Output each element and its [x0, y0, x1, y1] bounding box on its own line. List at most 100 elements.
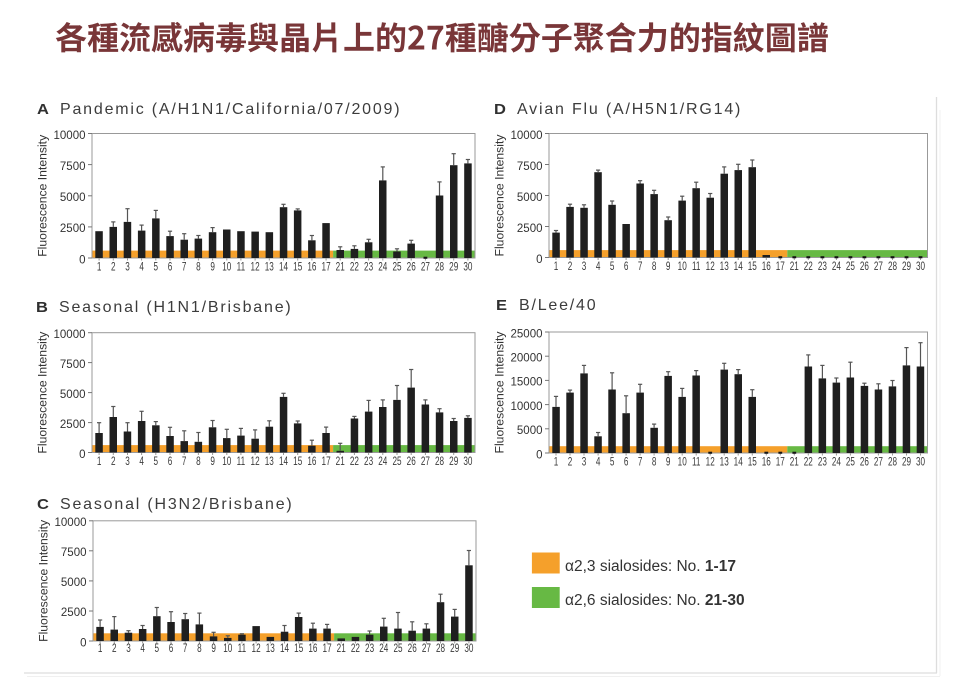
svg-text:15: 15: [293, 456, 302, 469]
svg-text:E: E: [496, 298, 507, 314]
svg-text:2500: 2500: [517, 223, 543, 235]
svg-text:2: 2: [112, 643, 117, 656]
svg-text:7: 7: [638, 456, 643, 469]
svg-text:3: 3: [125, 456, 130, 469]
svg-text:0: 0: [80, 637, 86, 649]
svg-text:9: 9: [210, 261, 215, 274]
svg-text:13: 13: [266, 643, 275, 656]
svg-text:14: 14: [734, 456, 743, 469]
svg-text:5: 5: [610, 261, 615, 274]
svg-text:17: 17: [322, 261, 331, 274]
svg-text:17: 17: [776, 261, 785, 274]
svg-text:30: 30: [464, 643, 473, 656]
svg-text:Fluorescence Intensity: Fluorescence Intensity: [493, 134, 507, 257]
svg-text:4: 4: [139, 261, 144, 274]
svg-text:26: 26: [860, 456, 869, 469]
svg-text:α2,3 sialosides: No. 1-17: α2,3 sialosides: No. 1-17: [565, 558, 736, 575]
svg-text:Fluorescence Intensity: Fluorescence Intensity: [37, 519, 51, 642]
svg-text:11: 11: [238, 643, 247, 656]
svg-text:23: 23: [365, 643, 374, 656]
svg-text:5000: 5000: [61, 577, 87, 589]
svg-text:8: 8: [652, 261, 657, 274]
svg-text:16: 16: [307, 456, 316, 469]
svg-text:13: 13: [265, 456, 274, 469]
svg-text:10000: 10000: [55, 517, 87, 529]
svg-text:5000: 5000: [517, 425, 543, 437]
svg-text:11: 11: [692, 261, 701, 274]
svg-text:15: 15: [748, 261, 757, 274]
svg-text:25: 25: [392, 261, 401, 274]
svg-text:2: 2: [568, 261, 573, 274]
svg-text:23: 23: [818, 261, 827, 274]
svg-text:11: 11: [237, 261, 246, 274]
svg-text:7: 7: [183, 643, 188, 656]
svg-text:1: 1: [554, 261, 559, 274]
svg-text:17: 17: [776, 456, 785, 469]
svg-text:Pandemic (A/H1N1/California/07: Pandemic (A/H1N1/California/07/2009): [60, 101, 401, 118]
svg-text:23: 23: [818, 456, 827, 469]
svg-text:1: 1: [97, 261, 102, 274]
svg-text:21: 21: [790, 261, 799, 274]
svg-text:7500: 7500: [60, 359, 86, 371]
svg-text:10000: 10000: [54, 329, 86, 341]
svg-text:C: C: [37, 497, 49, 513]
svg-text:10000: 10000: [511, 130, 543, 142]
svg-text:2: 2: [568, 456, 573, 469]
svg-text:30: 30: [916, 456, 925, 469]
svg-text:Seasonal (H3N2/Brisbane): Seasonal (H3N2/Brisbane): [60, 496, 294, 513]
svg-text:16: 16: [307, 261, 316, 274]
svg-text:24: 24: [378, 261, 387, 274]
svg-text:17: 17: [322, 456, 331, 469]
svg-text:20000: 20000: [511, 353, 543, 365]
svg-text:Seasonal (H1N1/Brisbane): Seasonal (H1N1/Brisbane): [59, 299, 293, 316]
svg-text:14: 14: [279, 456, 288, 469]
svg-text:2500: 2500: [61, 607, 87, 619]
svg-text:0: 0: [536, 449, 542, 461]
svg-text:15: 15: [293, 261, 302, 274]
svg-text:25: 25: [393, 643, 402, 656]
svg-text:26: 26: [407, 456, 416, 469]
svg-text:23: 23: [364, 456, 373, 469]
svg-text:29: 29: [450, 643, 459, 656]
svg-text:14: 14: [734, 261, 743, 274]
svg-text:5000: 5000: [60, 389, 86, 401]
svg-text:14: 14: [279, 261, 288, 274]
svg-text:10: 10: [222, 261, 231, 274]
svg-text:2500: 2500: [60, 419, 86, 431]
svg-text:27: 27: [422, 643, 431, 656]
svg-text:29: 29: [449, 456, 458, 469]
svg-text:8: 8: [196, 456, 201, 469]
svg-text:30: 30: [463, 261, 472, 274]
svg-text:6: 6: [624, 456, 629, 469]
svg-text:27: 27: [874, 456, 883, 469]
svg-text:9: 9: [211, 643, 216, 656]
svg-text:21: 21: [336, 261, 345, 274]
svg-text:2: 2: [111, 261, 116, 274]
svg-text:1: 1: [554, 456, 559, 469]
svg-text:12: 12: [251, 261, 260, 274]
svg-text:13: 13: [720, 261, 729, 274]
svg-text:α2,6 sialosides: No. 21-30: α2,6 sialosides: No. 21-30: [565, 592, 745, 609]
svg-text:11: 11: [692, 456, 701, 469]
svg-text:28: 28: [435, 261, 444, 274]
svg-text:15000: 15000: [511, 377, 543, 389]
svg-text:7: 7: [638, 261, 643, 274]
svg-text:29: 29: [902, 261, 911, 274]
svg-text:29: 29: [902, 456, 911, 469]
svg-text:B/Lee/40: B/Lee/40: [519, 297, 597, 314]
svg-text:7500: 7500: [60, 161, 86, 173]
svg-text:12: 12: [706, 261, 715, 274]
svg-text:27: 27: [421, 261, 430, 274]
svg-text:7: 7: [182, 261, 187, 274]
svg-text:6: 6: [168, 261, 173, 274]
svg-text:10000: 10000: [511, 401, 543, 413]
svg-text:Fluorescence Intensity: Fluorescence Intensity: [36, 134, 50, 257]
svg-text:15: 15: [748, 456, 757, 469]
svg-text:26: 26: [408, 643, 417, 656]
svg-text:7500: 7500: [517, 161, 543, 173]
svg-text:22: 22: [804, 456, 813, 469]
svg-text:13: 13: [265, 261, 274, 274]
svg-text:13: 13: [720, 456, 729, 469]
svg-text:16: 16: [762, 261, 771, 274]
svg-text:4: 4: [139, 456, 144, 469]
